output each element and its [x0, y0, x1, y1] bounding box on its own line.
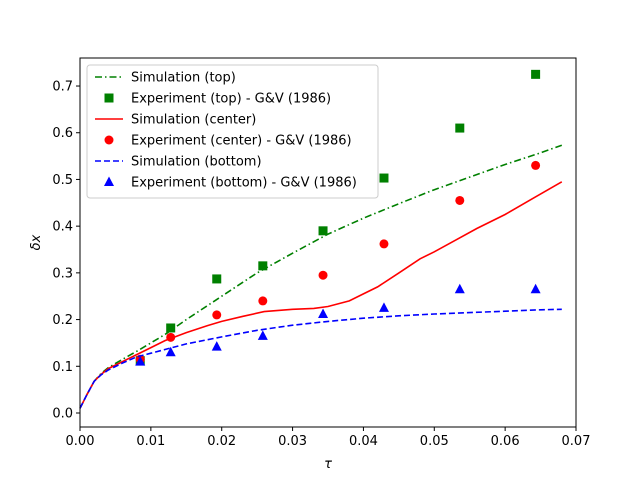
data-point [258, 261, 268, 271]
data-point [454, 283, 465, 294]
legend-entry: Simulation (center) [95, 113, 256, 128]
legend-label: Simulation (top) [131, 71, 236, 86]
axes: 0.00 0.01 0.02 0.03 0.04 0.05 0.06 0.07 0.0 0.1 0.… [52, 57, 591, 449]
data-point [378, 302, 389, 312]
data-point [165, 346, 176, 357]
legend-label: Simulation (bottom) [131, 155, 262, 170]
legend-marker-swatch [104, 93, 114, 103]
legend-label: Experiment (top) - G&V (1986) [131, 92, 331, 107]
plot-frame [79, 57, 577, 428]
data-point [318, 270, 328, 280]
x-axis-label: τ [324, 457, 332, 472]
x-tick-label: 0.00 [66, 434, 95, 449]
series-5 [135, 283, 541, 366]
legend-entry: Simulation (top) [95, 71, 236, 86]
legend-entry: Experiment (center) - G&V (1986) [104, 134, 352, 149]
y-tick-label: 0.7 [52, 80, 73, 95]
data-point [455, 195, 465, 205]
legend-marker-swatch [104, 176, 114, 186]
legend-label: Experiment (center) - G&V (1986) [131, 134, 352, 149]
plot-area [79, 69, 563, 409]
y-tick-label: 0.0 [52, 406, 73, 421]
data-point [258, 296, 268, 306]
y-tick-label: 0.6 [52, 126, 73, 141]
x-tick-label: 0.03 [278, 434, 307, 449]
y-tick-label: 0.2 [52, 313, 73, 328]
data-point [257, 330, 268, 340]
data-point [379, 173, 389, 183]
legend-label: Simulation (center) [131, 113, 256, 128]
data-point [455, 123, 465, 133]
series-2 [79, 181, 563, 409]
data-point [135, 356, 146, 366]
legend-box [86, 64, 379, 199]
x-tick-label: 0.01 [136, 434, 165, 449]
y-tick-label: 0.1 [52, 360, 73, 375]
series-line-4 [79, 308, 562, 409]
x-tick-label: 0.05 [420, 434, 449, 449]
data-point [212, 310, 222, 320]
data-point [318, 308, 329, 318]
y-tick-label: 0.5 [52, 173, 73, 188]
legend-entry: Experiment (bottom) - G&V (1986) [104, 176, 357, 191]
legend-marker-swatch [104, 135, 114, 145]
data-point [531, 69, 541, 79]
data-point [318, 226, 328, 236]
data-point [212, 274, 222, 284]
series-4 [79, 308, 562, 409]
legend-entry: Experiment (top) - G&V (1986) [104, 92, 331, 107]
data-point [166, 323, 176, 333]
series-line-2 [79, 181, 563, 409]
y-tick-label: 0.4 [52, 220, 73, 235]
x-tick-label: 0.02 [207, 434, 236, 449]
legend-entry: Simulation (bottom) [95, 155, 262, 170]
y-tick-label: 0.3 [52, 266, 73, 281]
data-point [379, 239, 389, 249]
data-point [166, 332, 176, 342]
data-point [211, 341, 222, 351]
legend-label: Experiment (bottom) - G&V (1986) [131, 176, 357, 191]
y-axis-label: δx [29, 234, 44, 250]
x-tick-label: 0.07 [562, 434, 591, 449]
data-point [531, 160, 541, 170]
x-tick-label: 0.06 [491, 434, 520, 449]
data-point [530, 283, 541, 294]
x-tick-label: 0.04 [349, 434, 378, 449]
legend: Simulation (top) Experiment (top) - G&V (… [86, 64, 379, 199]
